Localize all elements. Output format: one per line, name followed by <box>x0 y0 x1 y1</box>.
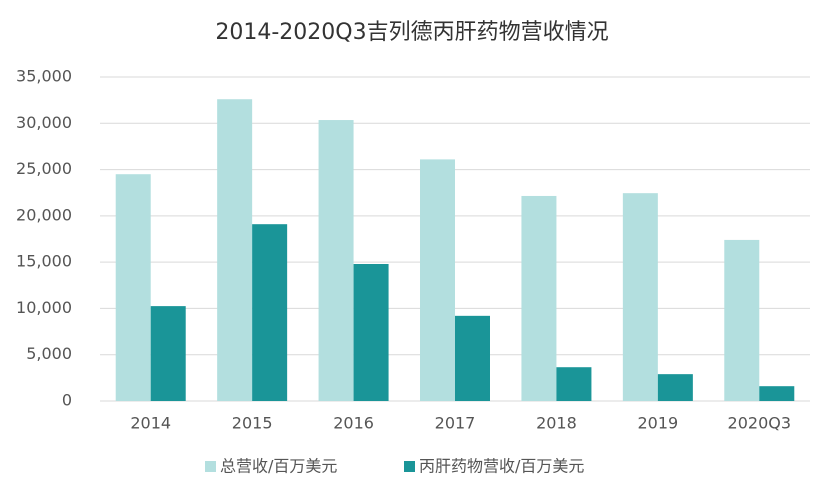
bar <box>622 193 658 401</box>
y-tick-label: 20,000 <box>16 205 72 224</box>
y-tick-label: 25,000 <box>16 159 72 178</box>
y-tick-label: 5,000 <box>26 344 72 363</box>
bar <box>353 263 389 401</box>
y-tick-label: 15,000 <box>16 252 72 271</box>
bar <box>724 239 760 401</box>
legend-label: 总营收/百万美元 <box>220 457 337 476</box>
x-tick-label: 2014 <box>130 414 171 433</box>
bar <box>115 174 151 401</box>
bar <box>556 367 592 401</box>
x-tick-label: 2017 <box>435 414 476 433</box>
y-tick-label: 30,000 <box>16 113 72 132</box>
x-tick-label: 2020Q3 <box>728 414 792 433</box>
chart-title: 2014-2020Q3吉列德丙肝药物营收情况 <box>215 20 608 45</box>
legend-swatch <box>404 461 415 472</box>
bar <box>420 159 455 401</box>
bar <box>217 99 253 402</box>
y-tick-label: 0 <box>62 391 72 410</box>
legend-label: 丙肝药物营收/百万美元 <box>419 457 584 476</box>
x-tick-label: 2015 <box>232 414 273 433</box>
bar <box>759 386 795 401</box>
bar <box>150 306 186 401</box>
bar <box>455 315 490 401</box>
bar <box>252 224 288 401</box>
y-tick-label: 10,000 <box>16 298 72 317</box>
y-tick-label: 35,000 <box>16 67 72 86</box>
bar <box>657 374 693 401</box>
x-tick-label: 2016 <box>333 414 374 433</box>
bar <box>318 120 354 401</box>
x-tick-label: 2018 <box>536 414 577 433</box>
x-tick-label: 2019 <box>637 414 678 433</box>
bar <box>521 195 557 401</box>
legend-swatch <box>205 461 216 472</box>
